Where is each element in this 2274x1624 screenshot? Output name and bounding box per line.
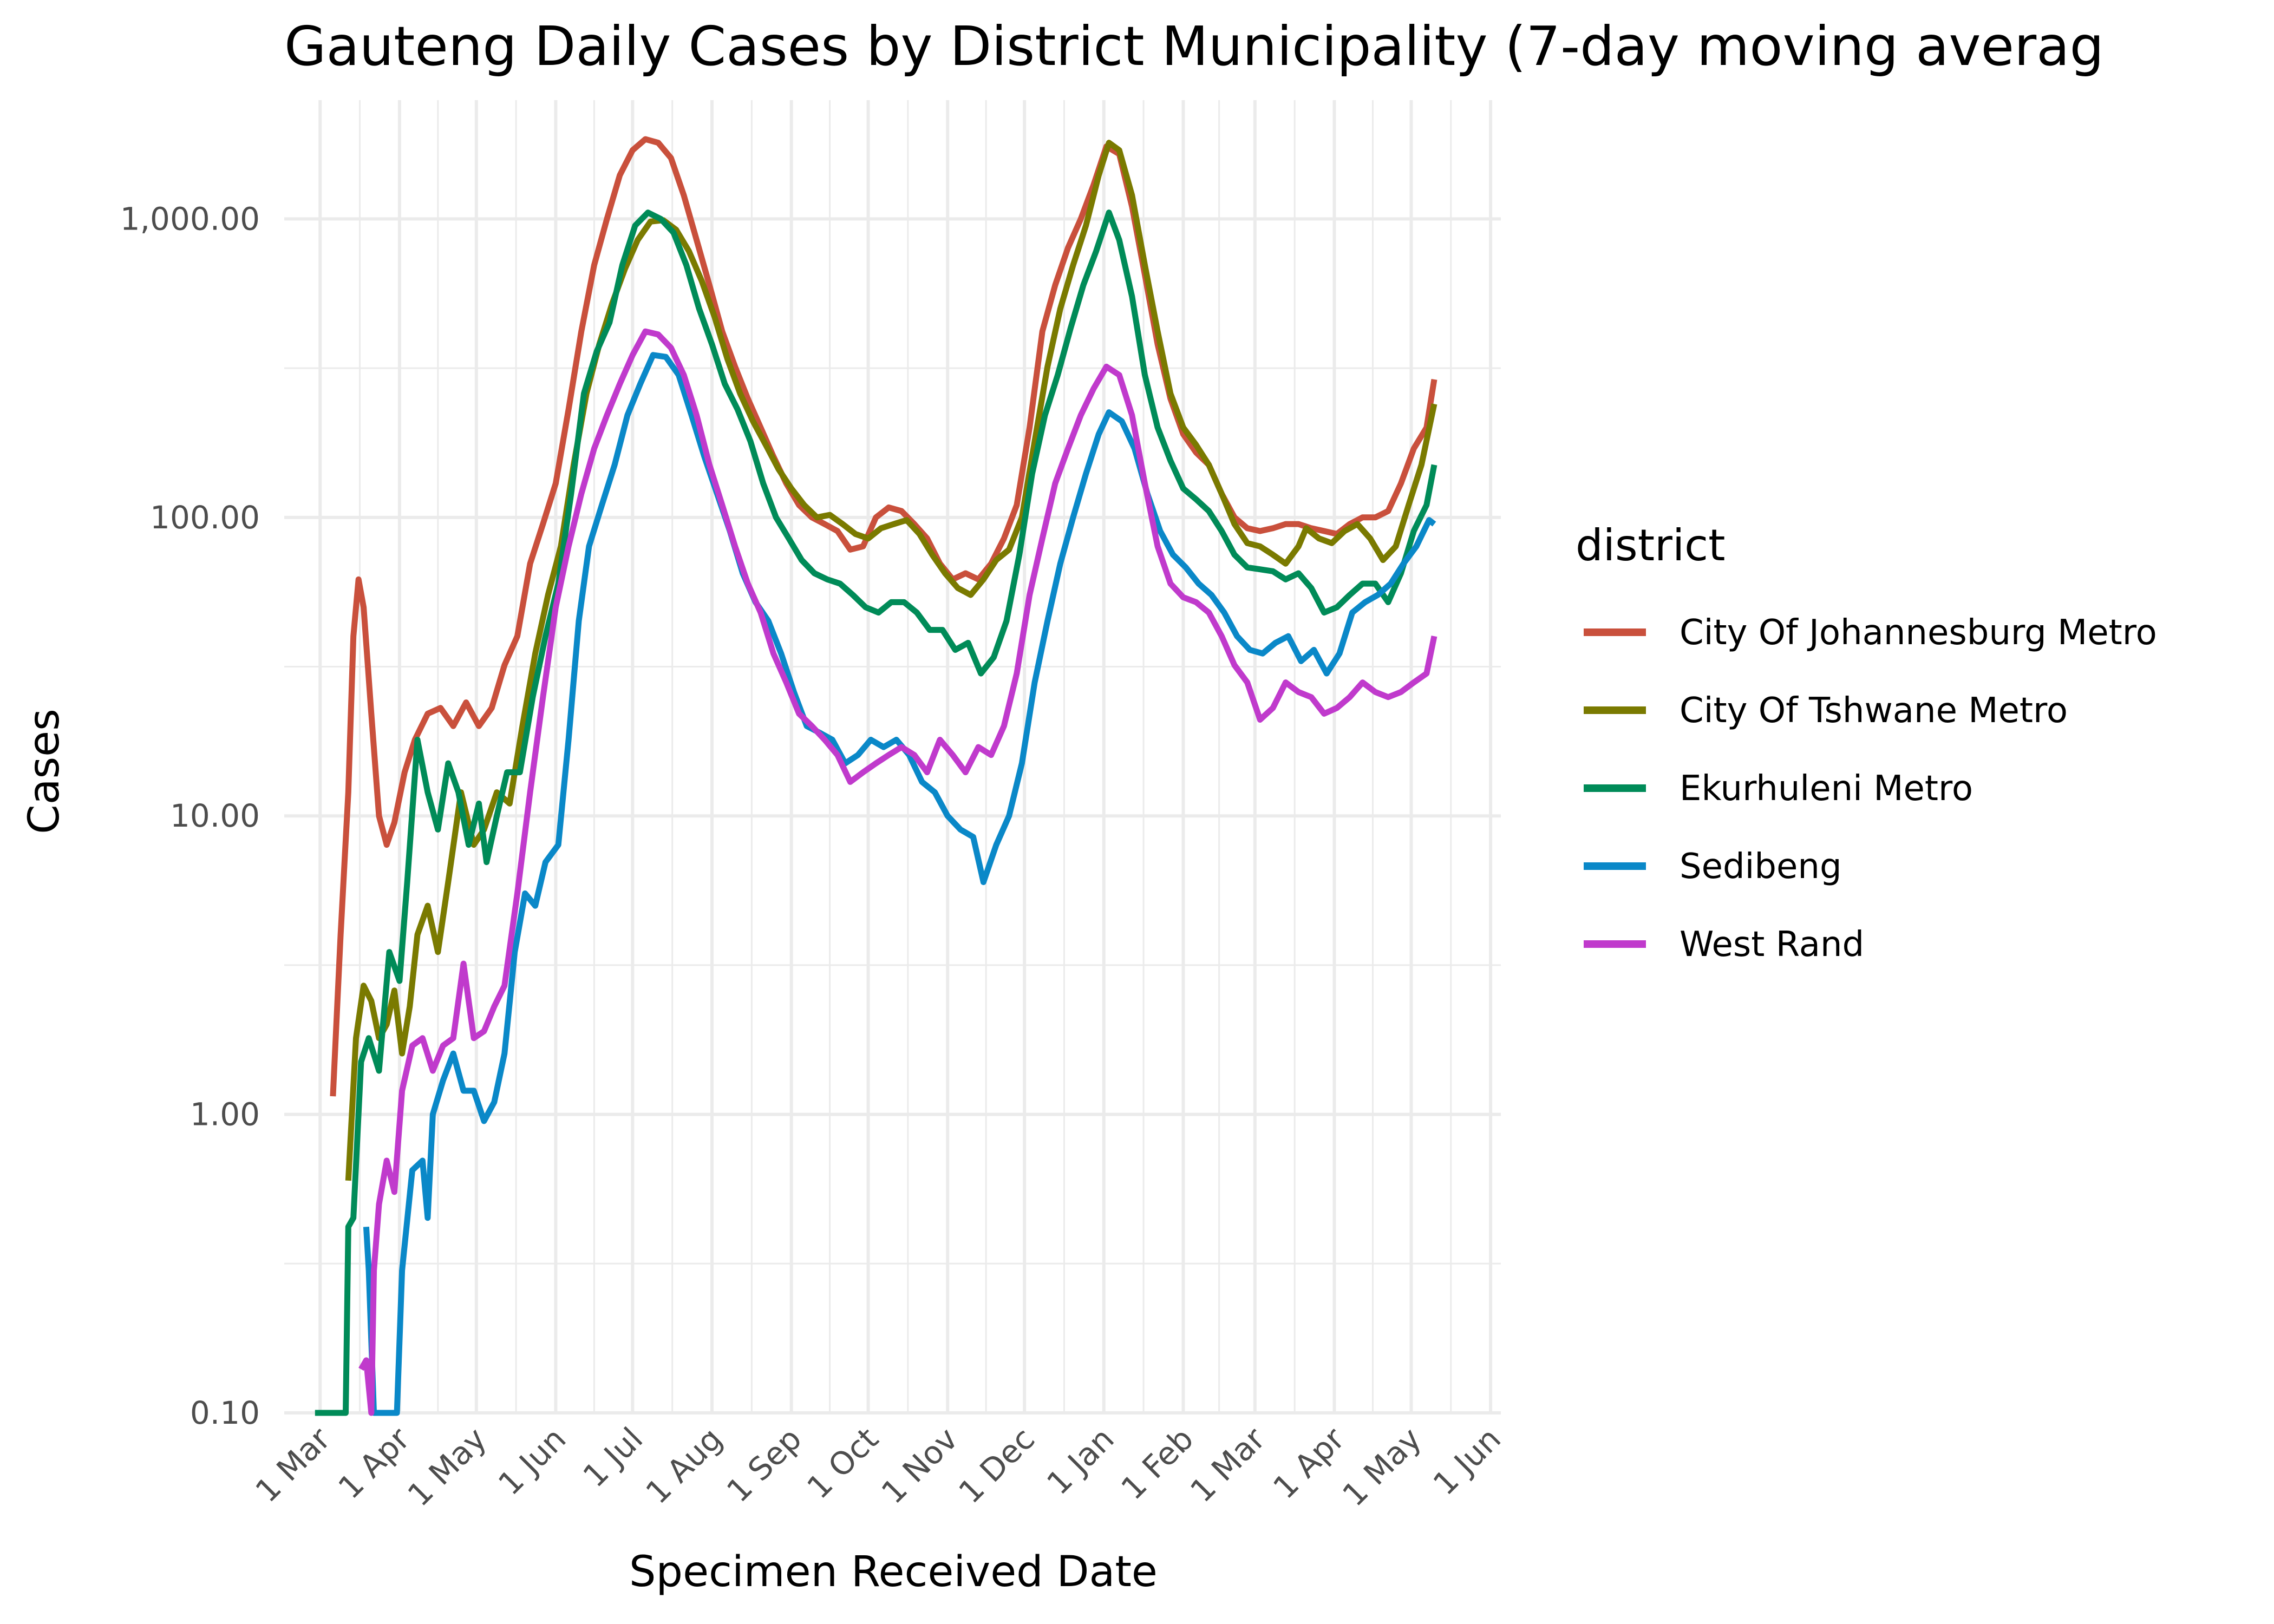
y-axis-tick-labels: 0.10 1.00 10.00 100.00 1,000.00 [120, 200, 260, 1431]
legend-item: Ekurhuleni Metro [1584, 769, 1973, 809]
series-line-5 [358, 328, 1437, 1416]
x-axis-title: Specimen Received Date [629, 1548, 1158, 1596]
y-tick-label: 10.00 [170, 797, 260, 834]
legend-label: Sedibeng [1680, 847, 1842, 887]
legend-item: West Rand [1584, 925, 1864, 965]
legend-label: City Of Johannesburg Metro [1680, 613, 2157, 653]
y-tick-label: 1,000.00 [120, 200, 260, 237]
legend-item: City Of Tshwane Metro [1584, 691, 2068, 731]
y-tick-label: 0.10 [190, 1394, 260, 1431]
series-line-1 [330, 136, 1437, 1097]
legend-item: Sedibeng [1584, 847, 1842, 887]
series-line-4 [363, 352, 1436, 1416]
legend-item: City Of Johannesburg Metro [1584, 613, 2157, 653]
legend-label: Ekurhuleni Metro [1680, 769, 1973, 809]
y-tick-label: 100.00 [150, 499, 260, 536]
legend-title: district [1576, 520, 1726, 571]
y-tick-label: 1.00 [190, 1096, 260, 1133]
y-axis-title: Cases [20, 709, 69, 834]
legend: City Of Johannesburg Metro City Of Tshwan… [1584, 613, 2157, 965]
series-line-3 [315, 209, 1437, 1416]
legend-label: West Rand [1680, 925, 1864, 965]
major-gridlines [284, 100, 1501, 1415]
legend-label: City Of Tshwane Metro [1680, 691, 2068, 731]
series-layer [315, 136, 1437, 1416]
minor-gridlines [284, 100, 1501, 1413]
chart-title: Gauteng Daily Cases by District Municipa… [284, 15, 2104, 78]
